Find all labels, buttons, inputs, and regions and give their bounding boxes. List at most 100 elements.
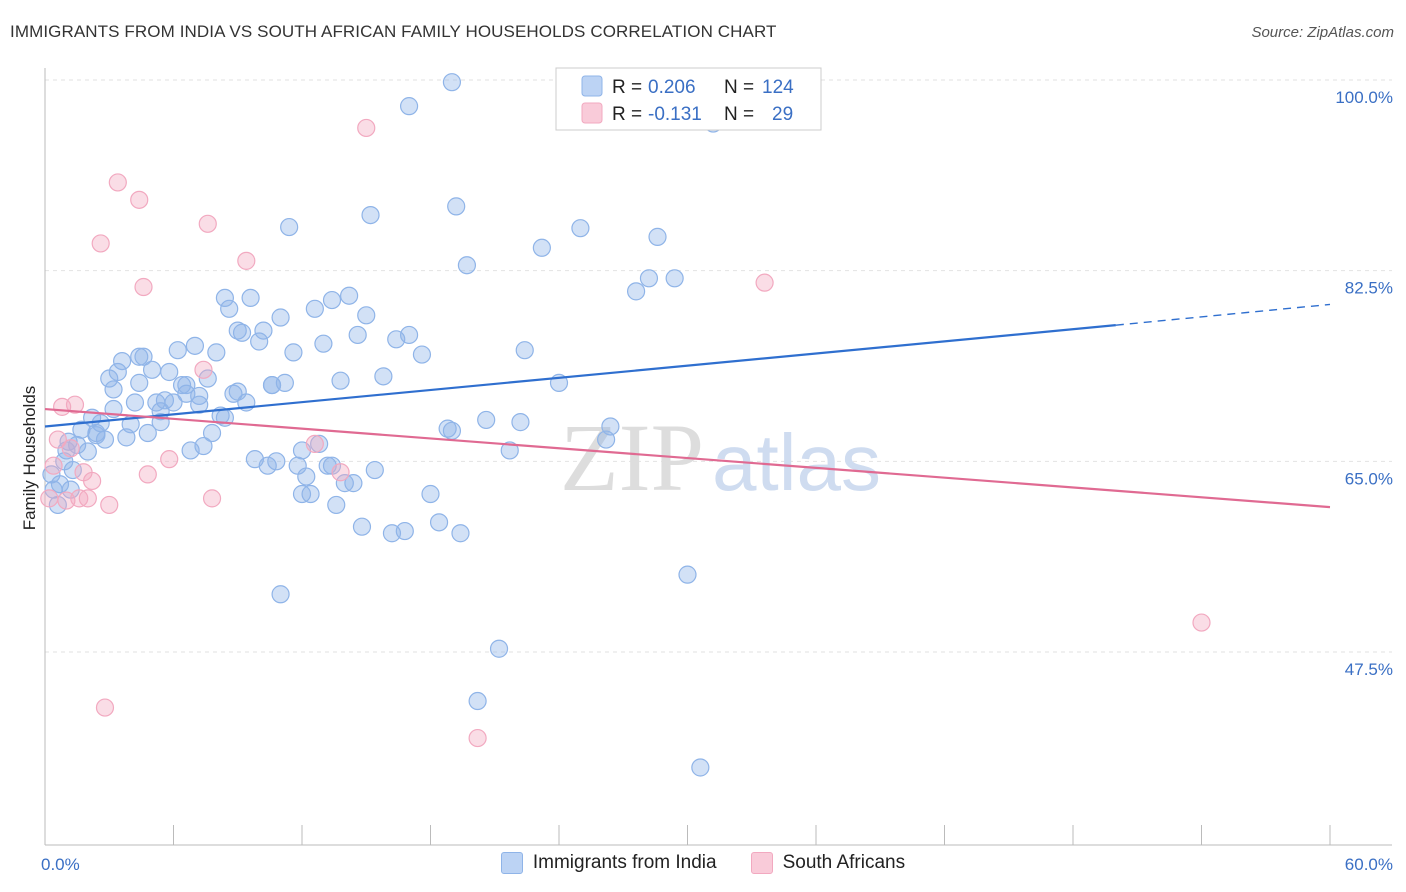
point-india [665,269,684,288]
series-label-india: Immigrants from India [532,852,717,873]
point-india [314,334,333,353]
point-india [678,565,697,584]
point-india [571,219,590,238]
point-india [177,375,196,395]
point-south-africans [40,489,59,508]
point-india [215,288,234,308]
point-south-africans [108,173,127,192]
point-india [254,321,273,340]
point-south-africans [61,439,80,458]
point-india [468,691,487,711]
point-india [108,362,127,382]
point-india [691,758,710,777]
point-south-africans [138,465,157,484]
point-india [280,217,299,237]
point-india [331,371,350,390]
point-south-africans [100,495,119,515]
point-india [310,434,329,454]
point-india [639,269,659,288]
point-india [601,417,620,436]
point-india [232,323,252,342]
point-south-africans [134,277,153,297]
point-india [198,369,217,388]
point-india [305,299,324,318]
point-india [365,460,384,480]
point-india [267,452,286,471]
point-india [185,336,205,355]
series-legend: Immigrants from India South Africans [0,852,1406,874]
point-india [50,475,70,494]
point-india [63,460,82,480]
legend-n-value-south-africans: 29 [772,104,793,125]
y-tick-label: 100.0% [1335,88,1393,107]
gridlines [45,79,1392,653]
point-india [271,308,290,327]
point-india [262,375,282,395]
point-south-africans [305,434,324,454]
point-india [457,256,477,275]
point-india [104,380,123,399]
point-south-africans [48,430,67,449]
point-india [284,343,303,362]
series-legend-item-india: Immigrants from India [500,852,717,874]
point-india [489,639,509,658]
point-india [172,375,192,395]
point-south-africans [194,360,213,379]
point-india [297,467,316,486]
point-india [451,524,470,543]
point-india [202,423,222,443]
point-india [374,367,393,386]
chart-title: IMMIGRANTS FROM INDIA VS SOUTH AFRICAN F… [10,22,777,41]
point-india [138,423,157,443]
source-label: Source: ZipAtlas.com [1251,24,1394,41]
point-south-africans [95,698,115,717]
legend-r-value-south-africans: -0.131 [648,104,702,125]
point-south-africans [202,489,222,508]
trend-line-south-africans [44,407,1331,509]
point-india [344,474,363,493]
point-india [532,238,551,257]
point-india [258,456,277,475]
point-india [442,73,462,92]
point-south-africans [755,273,774,292]
y-tick-label: 65.0% [1345,469,1393,488]
point-india [130,347,149,366]
point-india [477,410,496,430]
point-india [357,306,376,325]
x-tick-label: 0.0% [41,855,80,874]
series-swatch-india [500,852,523,874]
series-label-south-africans: South Africans [782,852,906,873]
point-india [447,197,466,216]
point-india [134,347,153,366]
legend-n-value-india: 124 [762,77,794,98]
point-india [511,413,530,432]
legend-n-label-south-africans: N = [724,104,754,125]
point-india [626,282,646,301]
point-india [160,362,179,382]
point-india [207,343,226,362]
point-india [500,441,519,460]
point-india [442,421,462,440]
point-india [271,585,290,604]
point-india [250,332,269,351]
series-legend-item-south-africans: South Africans [750,852,906,874]
point-india [648,227,667,246]
tick-labels: 100.0% 82.5% 65.0% 47.5% 0.0% 60.0% [41,88,1393,874]
legend-r-label-south-africans: R = [612,104,642,125]
correlation-legend: R = 0.206 N = 124 R = -0.131 N = 29 [555,67,822,131]
axes [44,68,1392,846]
point-south-africans [91,234,110,253]
y-tick-label: 82.5% [1345,279,1393,298]
legend-r-value-india: 0.206 [648,77,696,98]
point-india [340,286,359,305]
point-india [190,386,209,406]
point-south-africans [83,471,102,491]
point-south-africans [78,489,97,508]
point-india [130,373,149,392]
point-india [515,341,534,360]
point-india [125,393,145,412]
point-india [112,351,132,371]
point-india [142,360,162,379]
point-india [78,442,97,461]
